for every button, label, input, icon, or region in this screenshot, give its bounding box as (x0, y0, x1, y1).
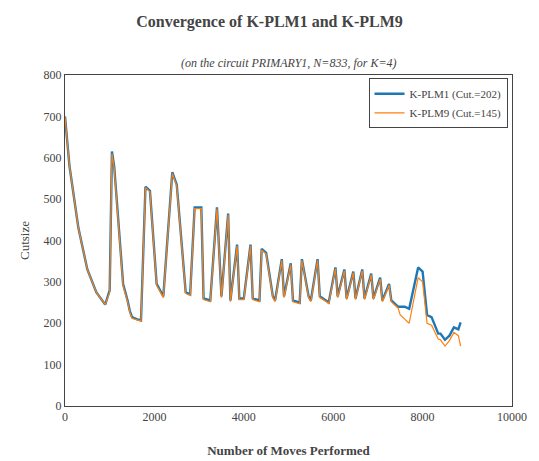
svg-text:Cutsize: Cutsize (17, 221, 32, 260)
svg-text:700: 700 (44, 110, 62, 124)
svg-text:6000: 6000 (321, 410, 345, 424)
svg-text:10000: 10000 (497, 410, 527, 424)
svg-text:400: 400 (44, 234, 62, 248)
svg-text:Convergence of K-PLM1 and K-PL: Convergence of K-PLM1 and K-PLM9 (136, 13, 403, 31)
svg-text:K-PLM1 (Cut.=202): K-PLM1 (Cut.=202) (410, 88, 501, 101)
svg-text:(on the circuit PRIMARY1, N=83: (on the circuit PRIMARY1, N=833, for K=4… (181, 56, 397, 70)
svg-text:4000: 4000 (232, 410, 256, 424)
svg-text:200: 200 (44, 316, 62, 330)
svg-text:600: 600 (44, 151, 62, 165)
svg-text:K-PLM9 (Cut.=145): K-PLM9 (Cut.=145) (410, 107, 501, 120)
svg-text:Number of Moves Performed: Number of Moves Performed (207, 443, 370, 458)
svg-text:500: 500 (44, 192, 62, 206)
svg-text:0: 0 (56, 399, 62, 413)
svg-text:2000: 2000 (142, 410, 166, 424)
svg-text:8000: 8000 (411, 410, 435, 424)
svg-text:800: 800 (44, 68, 62, 82)
svg-text:300: 300 (44, 275, 62, 289)
svg-text:100: 100 (44, 358, 62, 372)
svg-text:0: 0 (62, 410, 68, 424)
